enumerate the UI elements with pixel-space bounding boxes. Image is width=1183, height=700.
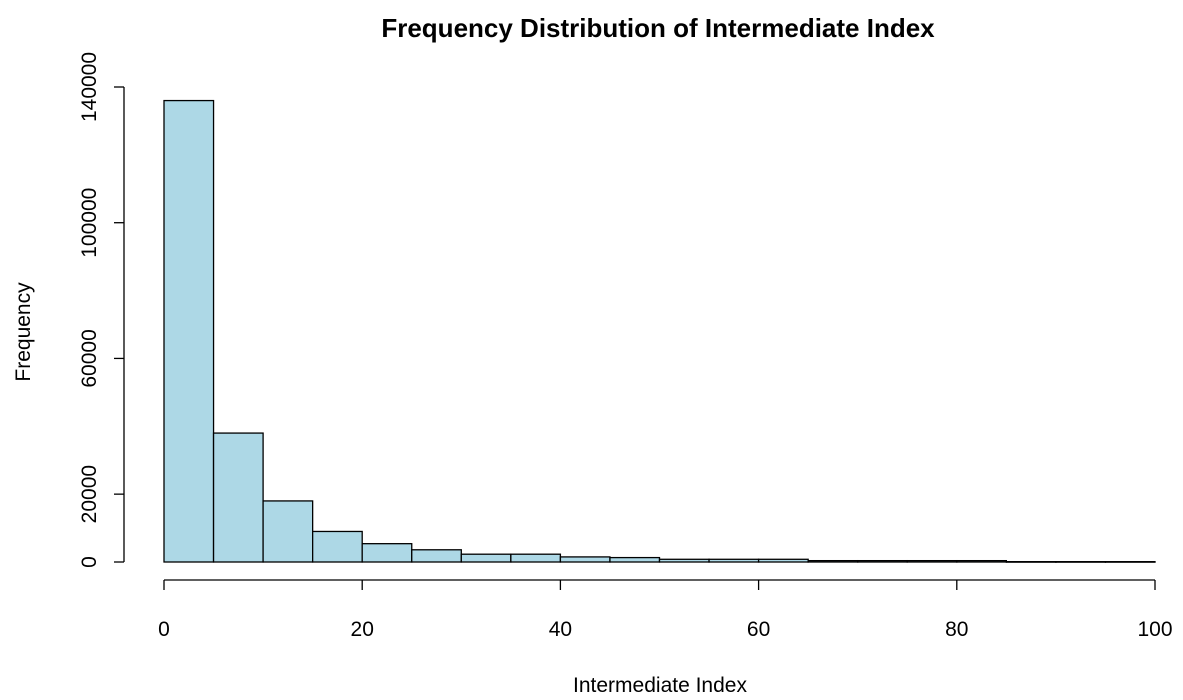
x-tick-label: 0 bbox=[158, 618, 170, 641]
histogram-bar-2 bbox=[262, 500, 314, 563]
histogram-bar-16 bbox=[956, 559, 1007, 563]
histogram-bar-1 bbox=[212, 432, 264, 563]
y-tick-label: 100000 bbox=[78, 188, 101, 258]
x-tick-label: 80 bbox=[945, 618, 968, 641]
chart-title: Frequency Distribution of Intermediate I… bbox=[381, 13, 935, 43]
x-tick-label: 20 bbox=[351, 618, 374, 641]
histogram-bar-4 bbox=[361, 543, 413, 563]
histogram-bar-12 bbox=[757, 558, 809, 563]
histogram-bar-7 bbox=[510, 553, 562, 563]
x-axis: 0 20 40 60 80 100 bbox=[158, 579, 1173, 641]
y-tick-label: 60000 bbox=[78, 329, 101, 387]
histogram-bar-11 bbox=[708, 558, 760, 563]
histogram-bar-9 bbox=[609, 556, 661, 563]
histogram-bar-0 bbox=[163, 99, 215, 563]
x-tick-label: 60 bbox=[747, 618, 770, 641]
histogram-bar-5 bbox=[411, 549, 462, 563]
histogram-bar-17 bbox=[1005, 561, 1057, 563]
histogram-bar-6 bbox=[460, 553, 512, 563]
y-tick-label: 0 bbox=[78, 556, 101, 568]
y-axis-label: Frequency bbox=[12, 282, 35, 382]
x-tick-label: 40 bbox=[549, 618, 572, 641]
histogram-bar-10 bbox=[658, 558, 710, 563]
histogram-bar-3 bbox=[311, 530, 363, 563]
histogram-bar-15 bbox=[906, 559, 958, 563]
bars-group bbox=[163, 99, 1156, 563]
histogram-bar-8 bbox=[559, 556, 611, 563]
histogram-bar-14 bbox=[857, 559, 908, 563]
x-tick-label: 100 bbox=[1137, 618, 1172, 641]
histogram-bar-13 bbox=[807, 559, 859, 563]
histogram-bar-18 bbox=[1055, 561, 1107, 563]
x-axis-label: Intermediate Index bbox=[573, 674, 747, 697]
y-tick-label: 140000 bbox=[78, 52, 101, 122]
y-tick-label: 20000 bbox=[78, 465, 101, 523]
histogram-bar-19 bbox=[1104, 561, 1156, 563]
y-axis: 0 20000 60000 100000 140000 bbox=[78, 52, 125, 568]
